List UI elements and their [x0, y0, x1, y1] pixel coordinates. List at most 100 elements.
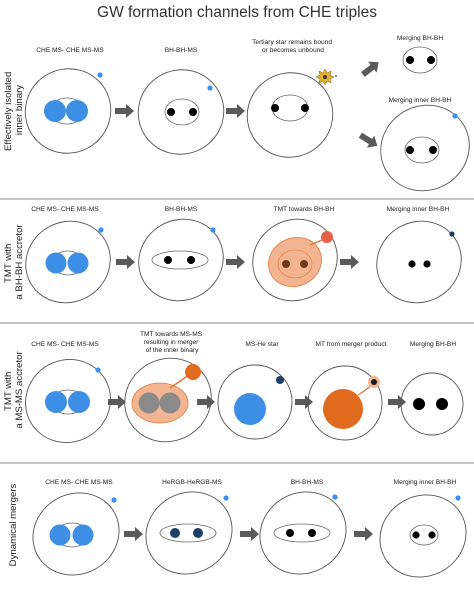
bh: [282, 260, 290, 268]
tertiary-star: [449, 231, 455, 237]
ms-star: [45, 252, 67, 274]
arrow-right: [116, 255, 135, 269]
arrow-right: [295, 395, 313, 409]
ms-star: [49, 524, 71, 546]
merger-product-star: [323, 389, 363, 429]
bh: [408, 260, 416, 268]
bh: [189, 108, 197, 116]
outer-orbit: [24, 68, 112, 154]
arrow-right: [108, 395, 126, 409]
outer-orbit: [380, 104, 470, 192]
inner-orbit: [404, 136, 440, 164]
arrow-right: [240, 527, 259, 541]
arrow-right: [354, 527, 373, 541]
arrow-down-right: [358, 132, 378, 148]
inner-orbit: [159, 523, 217, 543]
outer-orbit: [124, 357, 212, 443]
outer-orbit: [145, 491, 233, 575]
outer-orbit: [217, 364, 293, 440]
bh: [427, 56, 435, 64]
bh: [436, 398, 448, 410]
stage-label: BH-BH-MS: [165, 47, 198, 54]
he-star: [276, 376, 284, 384]
bh: [301, 104, 309, 112]
donor-star: [185, 364, 201, 380]
inner-orbit: [273, 523, 331, 543]
circumbinary-envelope: [268, 237, 322, 287]
tertiary-star: [210, 227, 216, 233]
bh: [187, 256, 195, 264]
herg-star: [170, 528, 180, 538]
bh: [286, 529, 294, 537]
outer-orbit: [25, 220, 111, 304]
arrow-right: [226, 255, 245, 269]
row-label-tmt-bhbh: TMT with a BH-BH accretor: [3, 224, 25, 300]
arrow-right: [115, 104, 134, 118]
unbound-fragment-icon: [335, 75, 337, 77]
stage-label: CHE MS- CHE MS-MS: [31, 206, 99, 213]
tertiary-star: [207, 85, 213, 91]
stage-label: Tertiary star remains bound or becomes u…: [252, 39, 334, 54]
stage-label: Merging BH-BH: [397, 35, 443, 42]
stage-label: Merging inner BH-BH: [394, 479, 457, 486]
row-tmt-msms: CHE MS- CHE MS-MS TMT towards MS-MS resu…: [25, 331, 464, 443]
tertiary-star: [223, 495, 229, 501]
outer-orbit: [25, 359, 111, 443]
row-dynamical: CHE MS- CHE MS-MS HeRGB-HeRGB-MS BH-BH-M…: [32, 479, 467, 578]
inner-orbit: [409, 524, 439, 546]
orbit: [402, 46, 438, 74]
ms-star: [45, 391, 67, 413]
bh: [300, 260, 308, 268]
bh: [428, 531, 436, 539]
tertiary-star: [95, 367, 101, 373]
outer-orbit: [379, 494, 467, 578]
mass-transfer-stream: [357, 384, 373, 396]
bh: [413, 398, 425, 410]
bh: [164, 256, 172, 264]
row-tmt-bhbh: CHE MS- CHE MS-MS BH-BH-MS TMT towards B…: [25, 206, 462, 304]
inner-orbit: [151, 250, 209, 270]
bh: [412, 531, 420, 539]
row-isolated: CHE MS- CHE MS-MS BH-BH-MS Tertiary star…: [24, 35, 470, 192]
outer-orbit: [307, 365, 383, 441]
tertiary-star: [332, 494, 338, 500]
arrow-right: [340, 255, 359, 269]
inner-orbit: [164, 98, 200, 126]
outer-orbit: [137, 69, 225, 155]
ms-star: [68, 391, 90, 413]
stage-label: TMT towards MS-MS resulting in merger of…: [140, 331, 204, 354]
stage-label: BH-BH-MS: [165, 206, 198, 213]
arrow-right: [124, 527, 143, 541]
stage-label: Merging inner BH-BH: [389, 97, 452, 104]
arrow-right: [388, 395, 406, 409]
tertiary-star: [98, 227, 104, 233]
stage-label: BH-BH-MS: [291, 479, 324, 486]
outer-orbit: [376, 220, 462, 304]
ms-star: [234, 393, 266, 425]
stage-label: CHE MS- CHE MS-MS: [45, 479, 113, 486]
tertiary-star: [455, 495, 461, 501]
herg-star: [193, 528, 203, 538]
outer-orbit: [32, 492, 120, 576]
stage-label: MS-He star: [245, 341, 279, 348]
arrow-right: [226, 104, 245, 118]
he-star: [371, 379, 377, 385]
ms-star: [67, 252, 89, 274]
tertiary-star: [97, 72, 103, 78]
tertiary-star: [452, 113, 458, 119]
circumbinary-envelope: [277, 249, 313, 279]
bh: [167, 108, 175, 116]
stage-label: CHE MS- CHE MS-MS: [31, 341, 99, 348]
grey-star: [138, 392, 160, 414]
grey-star: [159, 392, 181, 414]
outer-orbit: [246, 72, 334, 158]
stage-label: MT from merger product: [316, 341, 387, 348]
outer-orbit: [138, 218, 224, 302]
stage-label: CHE MS- CHE MS-MS: [36, 47, 104, 54]
row-label-isolated: Effectively isolated inner binary: [3, 69, 25, 151]
ms-star: [72, 524, 94, 546]
arrow-up-right: [361, 61, 379, 77]
ms-star: [66, 100, 88, 122]
donor-star: [321, 231, 333, 243]
